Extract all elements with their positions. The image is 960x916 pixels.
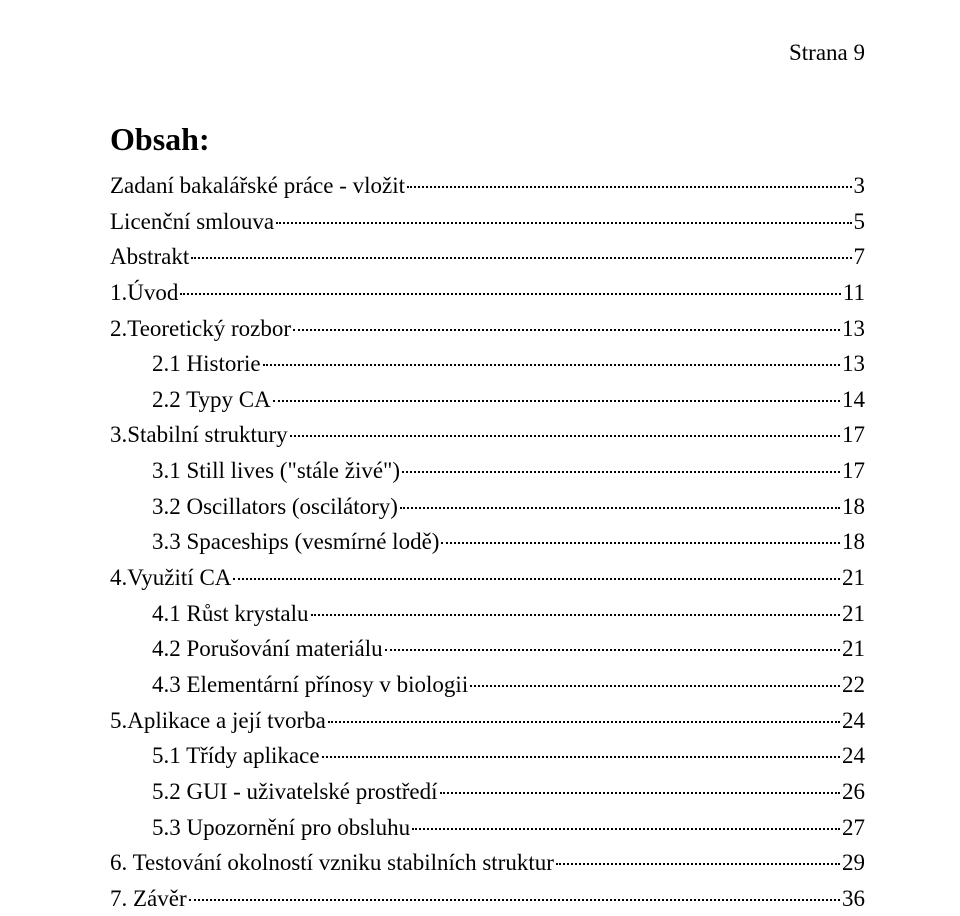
toc-leader-dots: [311, 614, 840, 616]
toc-leader-dots: [407, 186, 851, 188]
toc-leader-dots: [556, 863, 840, 865]
toc-entry-page: 13: [842, 311, 865, 347]
toc-entry-label: 2.Teoretický rozbor: [110, 311, 291, 347]
toc-entry-label: 3.3 Spaceships (vesmírné lodě): [152, 524, 439, 560]
toc-entry: 5.Aplikace a její tvorba 24: [110, 703, 865, 739]
toc-entry: 3.2 Oscillators (oscilátory) 18: [110, 489, 865, 525]
toc-entry-label: 5.Aplikace a její tvorba: [110, 703, 326, 739]
toc-entry-page: 21: [842, 560, 865, 596]
toc-entry-page: 22: [842, 667, 865, 703]
toc-entry: 7. Závěr 36: [110, 881, 865, 916]
toc-entry-page: 7: [854, 239, 866, 275]
toc-entry-page: 36: [842, 881, 865, 916]
toc-entry: 3.Stabilní struktury 17: [110, 417, 865, 453]
toc-entry: Licenční smlouva 5: [110, 204, 865, 240]
toc-entry: 6. Testování okolností vzniku stabilních…: [110, 845, 865, 881]
toc-entry: 5.1 Třídy aplikace 24: [110, 738, 865, 774]
toc-leader-dots: [191, 257, 851, 259]
toc-entry: 4.1 Růst krystalu 21: [110, 596, 865, 632]
toc-entry-page: 17: [842, 417, 865, 453]
toc-leader-dots: [322, 756, 840, 758]
toc-entry: 5.3 Upozornění pro obsluhu 27: [110, 810, 865, 846]
toc-leader-dots: [470, 685, 840, 687]
toc-entry-label: 1.Úvod: [110, 275, 178, 311]
toc-entry-page: 3: [854, 168, 866, 204]
toc-leader-dots: [293, 329, 840, 331]
toc-leader-dots: [402, 471, 840, 473]
toc-entry: 4.2 Porušování materiálu 21: [110, 631, 865, 667]
toc-entry-page: 14: [842, 382, 865, 418]
toc-leader-dots: [385, 649, 840, 651]
toc-entry: Zadaní bakalářské práce - vložit 3: [110, 168, 865, 204]
toc-entry: 4.Využití CA 21: [110, 560, 865, 596]
toc-leader-dots: [412, 828, 840, 830]
toc-title: Obsah:: [110, 121, 865, 158]
toc-entry-label: 3.Stabilní struktury: [110, 417, 288, 453]
toc-entry: 3.1 Still lives ("stále živé") 17: [110, 453, 865, 489]
toc-entry-label: 5.1 Třídy aplikace: [152, 738, 320, 774]
toc-entry-page: 17: [842, 453, 865, 489]
toc-entry-page: 26: [842, 774, 865, 810]
toc-entry-label: Zadaní bakalářské práce - vložit: [110, 168, 405, 204]
toc-entry-label: 7. Závěr: [110, 881, 187, 916]
toc-entry-page: 5: [854, 204, 866, 240]
toc-entry: 2.1 Historie 13: [110, 346, 865, 382]
toc-entry-page: 29: [842, 845, 865, 881]
toc-entry-label: Abstrakt: [110, 239, 189, 275]
toc-entry-label: 5.3 Upozornění pro obsluhu: [152, 810, 410, 846]
toc-leader-dots: [441, 542, 840, 544]
toc-list: Zadaní bakalářské práce - vložit3Licenčn…: [110, 168, 865, 916]
toc-entry-label: 4.3 Elementární přínosy v biologii: [152, 667, 468, 703]
toc-entry-label: 4.2 Porušování materiálu: [152, 631, 383, 667]
toc-entry: 4.3 Elementární přínosy v biologii 22: [110, 667, 865, 703]
toc-entry-page: 27: [842, 810, 865, 846]
toc-leader-dots: [273, 400, 840, 402]
toc-leader-dots: [233, 578, 840, 580]
toc-entry-page: 21: [842, 596, 865, 632]
toc-entry-page: 18: [842, 489, 865, 525]
toc-entry-page: 18: [842, 524, 865, 560]
toc-entry: 2.Teoretický rozbor 13: [110, 311, 865, 347]
toc-entry-label: 6. Testování okolností vzniku stabilních…: [110, 845, 554, 881]
toc-entry-page: 11: [843, 275, 865, 311]
toc-leader-dots: [290, 435, 840, 437]
toc-leader-dots: [189, 899, 840, 901]
toc-entry-page: 13: [842, 346, 865, 382]
toc-entry-label: 4.Využití CA: [110, 560, 231, 596]
toc-leader-dots: [328, 721, 840, 723]
toc-entry-label: 4.1 Růst krystalu: [152, 596, 309, 632]
toc-entry: Abstrakt 7: [110, 239, 865, 275]
toc-entry-label: 3.1 Still lives ("stále živé"): [152, 453, 400, 489]
toc-leader-dots: [180, 293, 840, 295]
toc-entry-label: 2.2 Typy CA: [152, 382, 271, 418]
toc-entry-page: 24: [842, 703, 865, 739]
toc-entry: 2.2 Typy CA 14: [110, 382, 865, 418]
toc-entry-label: Licenční smlouva: [110, 204, 274, 240]
toc-entry-page: 24: [842, 738, 865, 774]
toc-entry-label: 5.2 GUI - uživatelské prostředí: [152, 774, 438, 810]
toc-entry: 5.2 GUI - uživatelské prostředí 26: [110, 774, 865, 810]
toc-entry: 3.3 Spaceships (vesmírné lodě) 18: [110, 524, 865, 560]
toc-entry-page: 21: [842, 631, 865, 667]
toc-entry-label: 2.1 Historie: [152, 346, 261, 382]
toc-leader-dots: [263, 364, 840, 366]
toc-entry: 1.Úvod 11: [110, 275, 865, 311]
toc-entry-label: 3.2 Oscillators (oscilátory): [152, 489, 398, 525]
toc-leader-dots: [400, 507, 840, 509]
page-header: Strana 9: [110, 40, 865, 66]
toc-leader-dots: [440, 792, 840, 794]
toc-leader-dots: [276, 222, 851, 224]
